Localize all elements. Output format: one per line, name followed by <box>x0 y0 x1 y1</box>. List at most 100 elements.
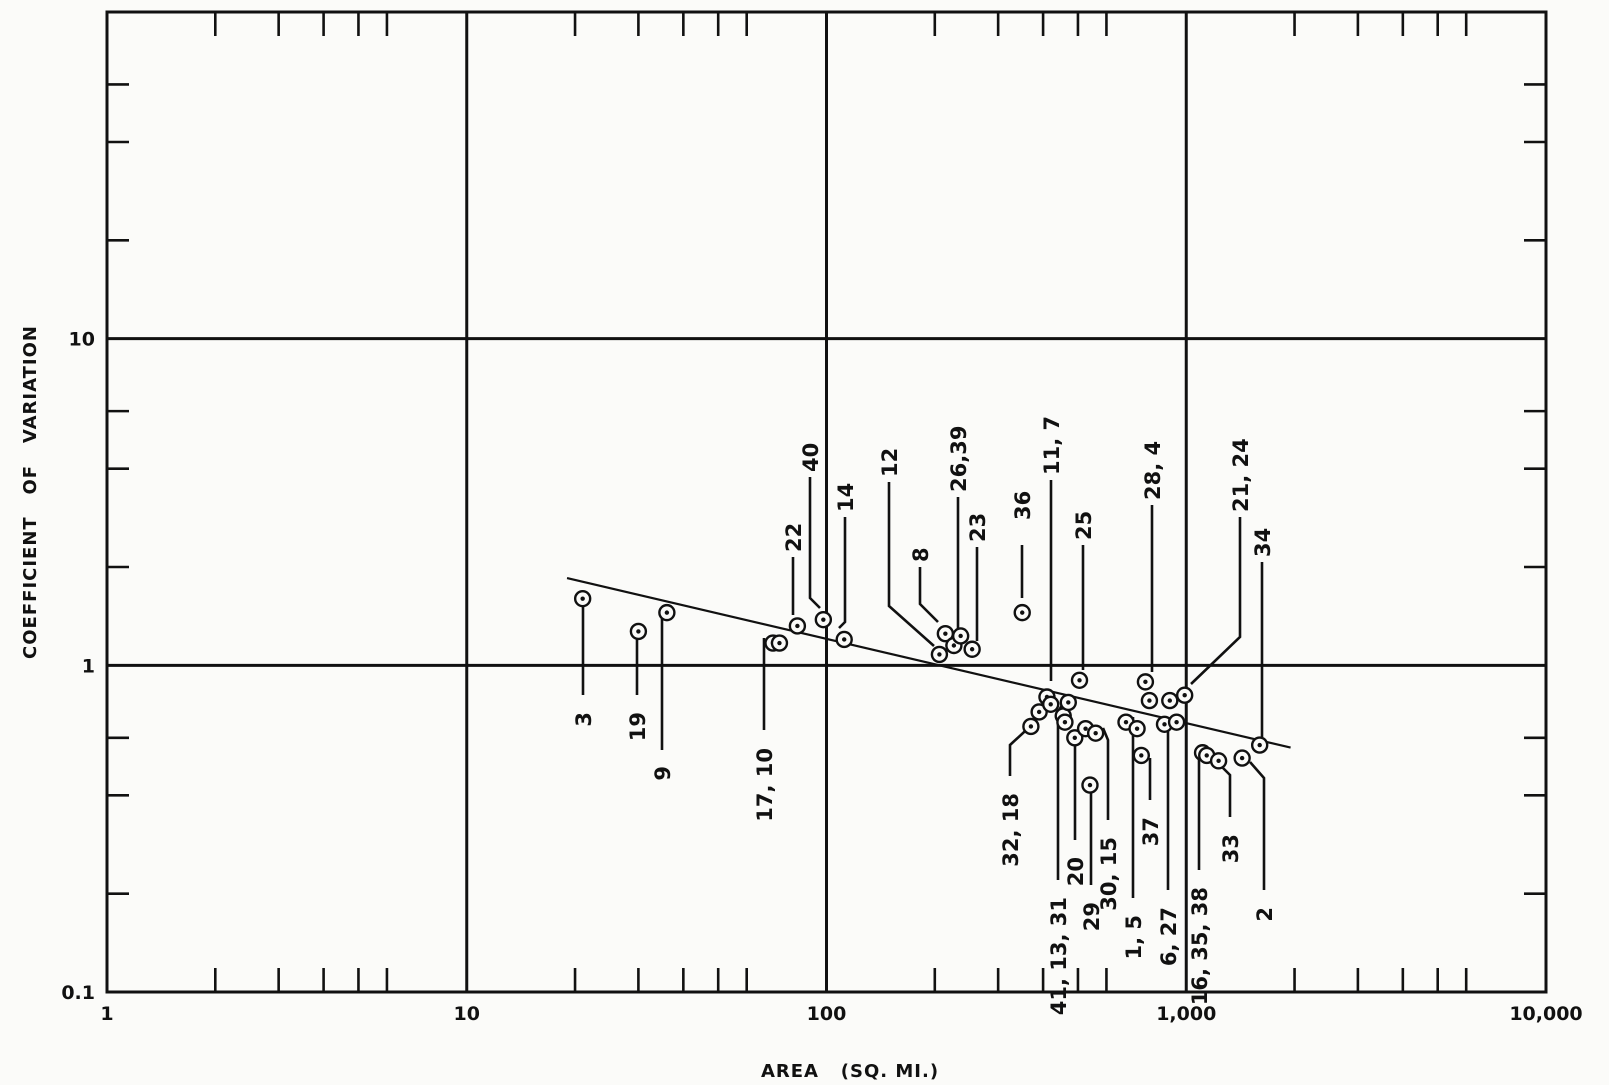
data-point-22 <box>1070 671 1089 689</box>
point-label-1: 19 <box>626 712 650 741</box>
leader-line-27 <box>1249 761 1266 890</box>
point-label-12: 11, 7 <box>1040 416 1064 475</box>
data-point-39 <box>1250 736 1269 754</box>
point-label-15: 21, 24 <box>1229 438 1253 512</box>
data-point-0 <box>573 589 592 608</box>
data-point-dot-23 <box>1083 726 1088 731</box>
data-point-12 <box>963 640 981 658</box>
data-point-14 <box>1022 717 1040 736</box>
point-label-25: 16, 35, 38 <box>1188 887 1212 1005</box>
data-point-11 <box>951 627 970 645</box>
data-point-dot-7 <box>842 637 847 642</box>
leader-line-6 <box>838 517 847 629</box>
data-point-dot-26 <box>1123 719 1129 725</box>
point-label-22: 1, 5 <box>1122 915 1146 960</box>
point-label-19: 20 <box>1064 857 1088 886</box>
y-tick-label-1: 1 <box>82 655 95 677</box>
data-point-6 <box>814 610 833 629</box>
data-point-dot-38 <box>1239 755 1245 761</box>
data-point-1 <box>629 622 648 641</box>
x-tick-label-3: 1,000 <box>1156 1003 1216 1025</box>
data-point-5 <box>788 617 807 635</box>
point-label-0: 3 <box>572 712 596 727</box>
point-label-27: 2 <box>1253 907 1277 922</box>
data-point-29 <box>1136 673 1155 691</box>
data-point-13 <box>1013 603 1031 622</box>
data-point-dot-27 <box>1134 726 1140 731</box>
point-label-21: 30, 15 <box>1097 837 1121 911</box>
point-label-2: 9 <box>651 766 675 781</box>
data-point-dot-13 <box>1020 610 1025 615</box>
y-axis-title: COEFFICIENT OF VARIATION <box>20 325 41 659</box>
data-point-34 <box>1175 686 1194 704</box>
data-point-28 <box>1132 746 1151 765</box>
data-point-25 <box>1086 724 1105 742</box>
data-point-7 <box>835 630 853 649</box>
point-label-24: 6, 27 <box>1157 907 1181 966</box>
point-label-18: 41, 13, 31 <box>1047 897 1071 1015</box>
point-label-23: 37 <box>1139 817 1163 846</box>
data-point-dot-21 <box>1072 735 1077 741</box>
data-point-dot-6 <box>821 617 826 622</box>
plot-area-border <box>105 10 1548 994</box>
data-point-17 <box>1042 695 1060 713</box>
point-label-4: 22 <box>782 523 806 552</box>
data-point-dot-2 <box>664 610 670 615</box>
data-point-24 <box>1081 776 1099 794</box>
data-point-dot-17 <box>1048 702 1053 707</box>
plot-frame <box>105 10 1548 994</box>
data-point-dot-34 <box>1182 693 1187 698</box>
data-point-dot-37 <box>1216 758 1221 764</box>
x-tick-label-4: 10,000 <box>1509 1003 1582 1025</box>
data-point-32 <box>1161 691 1179 710</box>
data-point-4 <box>770 634 789 652</box>
data-point-dot-4 <box>777 640 782 646</box>
data-point-dot-10 <box>951 643 957 648</box>
leader-line-21 <box>1101 727 1110 820</box>
point-label-16: 34 <box>1251 528 1275 557</box>
data-point-dot-11 <box>958 633 963 639</box>
x-tick-label-0: 1 <box>100 1003 113 1025</box>
point-label-14: 28, 4 <box>1141 441 1165 500</box>
data-point-dot-14 <box>1028 724 1034 729</box>
point-label-17: 32, 18 <box>999 793 1023 867</box>
data-point-dot-1 <box>636 629 641 634</box>
axis-text: AREA (SQ. MI.) COEFFICIENT OF VARIATION … <box>20 325 1583 1082</box>
data-point-dot-9 <box>943 631 948 636</box>
leader-line-18 <box>1056 704 1064 880</box>
point-label-6: 14 <box>834 483 858 512</box>
point-label-8: 8 <box>909 547 933 562</box>
leader-line-8 <box>918 567 939 623</box>
leader-line-7 <box>887 482 935 647</box>
data-point-dot-5 <box>795 623 800 629</box>
point-label-10: 23 <box>966 513 990 542</box>
point-label-20: 29 <box>1080 902 1104 931</box>
data-point-15 <box>1030 703 1048 721</box>
data-points <box>573 589 1269 794</box>
data-point-dot-24 <box>1087 782 1093 788</box>
data-point-38 <box>1233 749 1251 767</box>
data-point-dot-19 <box>1062 719 1068 725</box>
point-label-3: 17, 10 <box>753 748 777 822</box>
x-axis-title: AREA (SQ. MI.) <box>761 1061 939 1082</box>
data-point-dot-22 <box>1077 678 1082 683</box>
data-point-27 <box>1128 719 1146 738</box>
data-point-dot-30 <box>1147 698 1152 703</box>
data-point-2 <box>658 603 676 622</box>
data-point-dot-8 <box>937 652 942 657</box>
data-point-dot-32 <box>1167 698 1172 703</box>
point-label-13: 25 <box>1072 511 1096 540</box>
data-point-dot-0 <box>580 596 585 601</box>
y-tick-label-2: 10 <box>69 329 95 351</box>
data-point-dot-29 <box>1143 679 1148 685</box>
data-point-dot-31 <box>1162 722 1167 727</box>
y-tick-label-0: 0.1 <box>61 982 95 1004</box>
data-point-dot-12 <box>969 647 975 652</box>
point-label-9: 26,39 <box>947 426 971 492</box>
x-tick-label-2: 100 <box>807 1003 847 1025</box>
data-point-33 <box>1167 713 1186 731</box>
data-point-dot-25 <box>1093 730 1098 736</box>
data-point-dot-28 <box>1139 753 1144 758</box>
